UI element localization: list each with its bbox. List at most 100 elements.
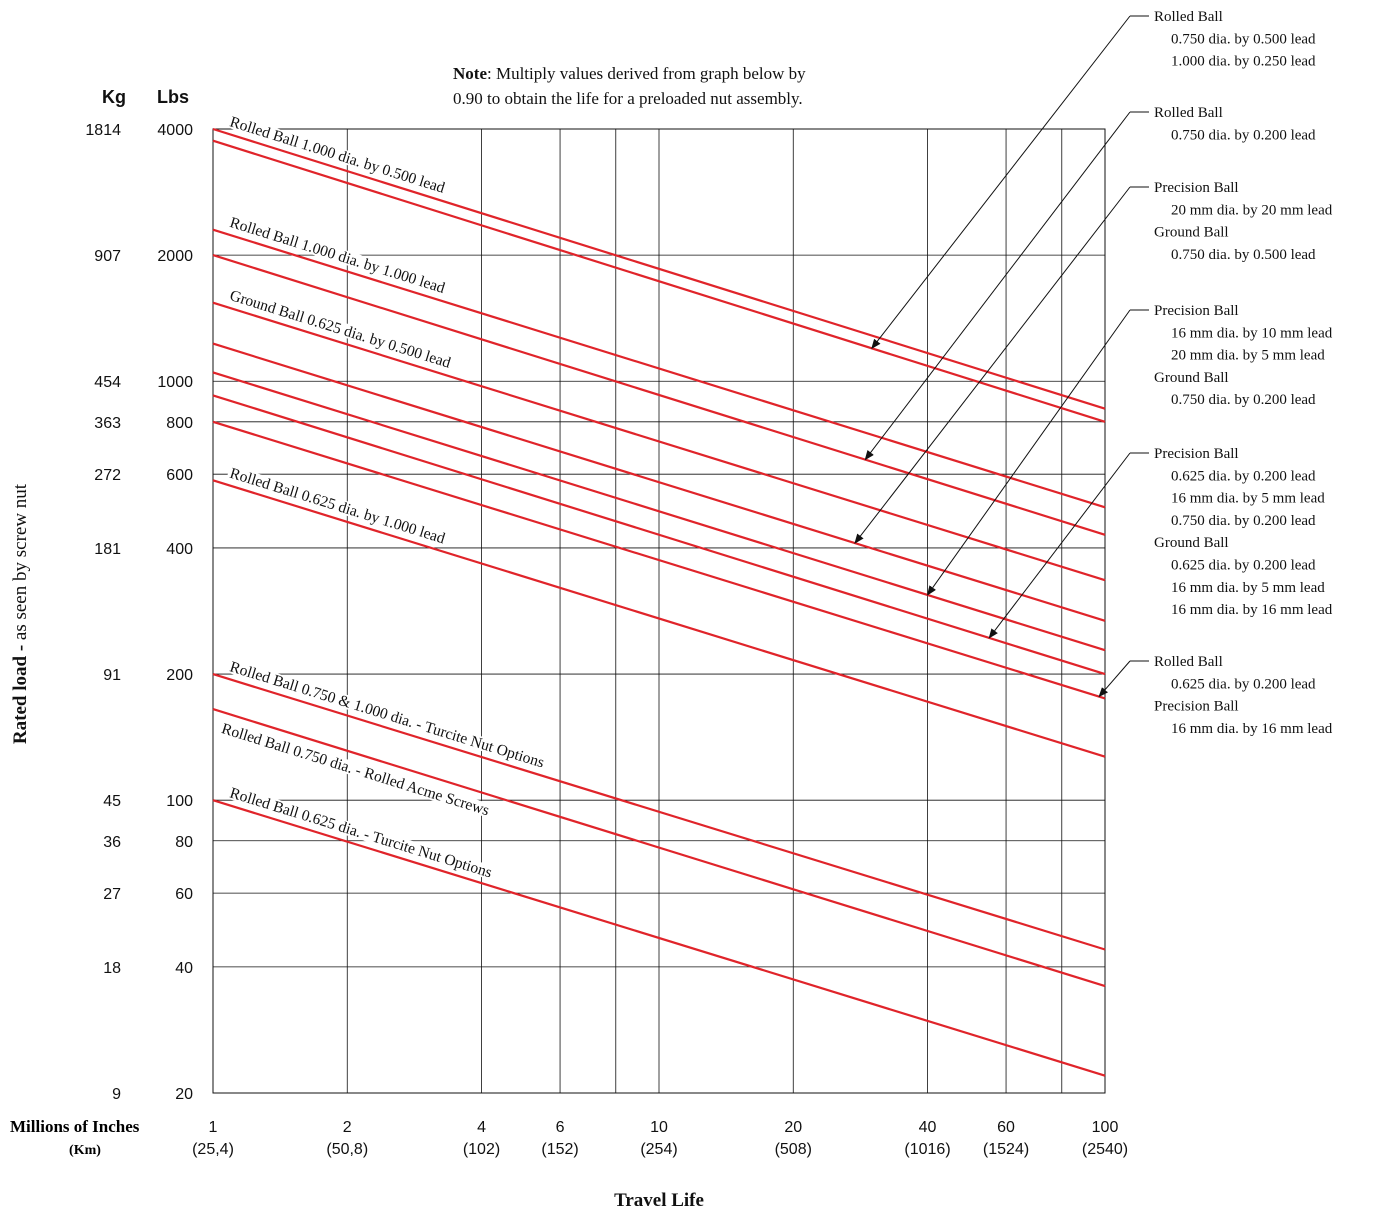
series-line-7 bbox=[212, 394, 1106, 676]
x-tick-label: 40 bbox=[919, 1119, 937, 1136]
x-tick-label-km: (254) bbox=[640, 1141, 677, 1158]
x-tick-label: 1 bbox=[209, 1119, 218, 1136]
tick-labels: 4000181420009071000454800363600272400181… bbox=[85, 122, 1128, 1158]
series-line-5 bbox=[212, 342, 1106, 622]
callouts: Rolled Ball 0.750 dia. by 0.500 lead 1.000… bbox=[854, 9, 1333, 737]
callout-4: Precision Ball 0.625 dia. by 0.200 lead 16… bbox=[988, 446, 1333, 639]
x-tick-label: 6 bbox=[556, 1119, 565, 1136]
x-tick-label: 10 bbox=[650, 1119, 668, 1136]
callout-heading: Rolled Ball bbox=[1154, 105, 1223, 121]
y-tick-label-lbs: 600 bbox=[166, 467, 193, 484]
callout-spec: 0.625 dia. by 0.200 lead bbox=[1171, 468, 1316, 484]
callout-spec: 16 mm dia. by 16 mm lead bbox=[1171, 721, 1333, 737]
y-tick-label-lbs: 100 bbox=[166, 793, 193, 810]
x-axis-title: Travel Life bbox=[614, 1190, 704, 1211]
callout-spec: 20 mm dia. by 20 mm lead bbox=[1171, 202, 1333, 218]
x-tick-label-km: (25,4) bbox=[192, 1141, 234, 1158]
y-tick-label-lbs: 200 bbox=[166, 667, 193, 684]
x-tick-label: 60 bbox=[997, 1119, 1015, 1136]
series-line-9 bbox=[212, 479, 1106, 758]
y-tick-label-kg: 91 bbox=[103, 667, 121, 684]
callout-spec: 16 mm dia. by 16 mm lead bbox=[1171, 602, 1333, 618]
callout-spec: 16 mm dia. by 5 mm lead bbox=[1171, 580, 1325, 596]
x-tick-label: 20 bbox=[784, 1119, 802, 1136]
x-tick-label-km: (1016) bbox=[904, 1141, 950, 1158]
line-label-backing bbox=[226, 784, 496, 881]
callout-spec: 0.750 dia. by 0.200 lead bbox=[1171, 127, 1316, 143]
y-tick-label-lbs: 4000 bbox=[157, 122, 193, 139]
callout-heading: Precision Ball bbox=[1154, 180, 1239, 196]
grid-lines bbox=[212, 128, 1106, 1094]
series-line-10 bbox=[212, 673, 1106, 951]
callout-arrow bbox=[864, 111, 1131, 461]
series-line-8 bbox=[212, 420, 1106, 700]
note-rest: : Multiply values derived from graph bel… bbox=[487, 64, 806, 83]
y-tick-label-kg: 1814 bbox=[85, 122, 121, 139]
line-label-backing bbox=[226, 214, 449, 296]
callout-spec: 16 mm dia. by 10 mm lead bbox=[1171, 325, 1333, 341]
line-label-backing bbox=[226, 113, 449, 196]
callout-arrow bbox=[926, 309, 1131, 596]
line-label-group: Rolled Ball 0.750 & 1.000 dia. - Turcite… bbox=[226, 658, 548, 772]
y-tick-label-lbs: 20 bbox=[175, 1086, 193, 1103]
line-label-backing bbox=[226, 658, 548, 771]
y-tick-label-kg: 9 bbox=[112, 1086, 121, 1103]
y-tick-label-kg: 363 bbox=[94, 415, 121, 432]
callout-heading: Rolled Ball bbox=[1154, 654, 1223, 670]
callout-0: Rolled Ball 0.750 dia. by 0.500 lead 1.000… bbox=[871, 9, 1316, 350]
x-tick-label-km: (2540) bbox=[1082, 1141, 1128, 1158]
series-line-2 bbox=[212, 228, 1106, 509]
y-tick-label-kg: 27 bbox=[103, 886, 121, 903]
callout-spec: 16 mm dia. by 5 mm lead bbox=[1171, 491, 1325, 507]
series-line-4 bbox=[212, 301, 1106, 582]
series-lines bbox=[212, 127, 1106, 1077]
line-label-backing bbox=[218, 720, 493, 818]
line-label: Rolled Ball 0.750 & 1.000 dia. - Turcite… bbox=[228, 658, 547, 771]
callout-heading: Ground Ball bbox=[1154, 225, 1229, 241]
x-unit2-title: (Km) bbox=[69, 1143, 101, 1158]
y-tick-label-lbs: 80 bbox=[175, 834, 193, 851]
x-unit-title: Millions of Inches bbox=[10, 1117, 140, 1136]
y-tick-label-kg: 454 bbox=[94, 374, 121, 391]
callout-arrow bbox=[871, 15, 1131, 350]
line-label-backing bbox=[226, 287, 455, 371]
x-tick-label-km: (152) bbox=[541, 1141, 578, 1158]
y-tick-label-lbs: 60 bbox=[175, 886, 193, 903]
x-tick-label-km: (102) bbox=[463, 1141, 500, 1158]
line-label-group: Rolled Ball 0.625 dia. by 1.000 lead bbox=[226, 465, 449, 548]
callout-5: Rolled Ball 0.625 dia. by 0.200 lead Preci… bbox=[1098, 654, 1333, 737]
y-unit-lbs: Lbs bbox=[157, 87, 189, 107]
y-axis-title-rest: as seen by screw nut bbox=[10, 483, 31, 645]
callout-spec: 0.750 dia. by 0.200 lead bbox=[1171, 513, 1316, 529]
x-tick-label-km: (508) bbox=[775, 1141, 812, 1158]
line-label: Rolled Ball 0.625 dia. by 1.000 lead bbox=[228, 465, 448, 548]
x-tick-label: 4 bbox=[477, 1119, 486, 1136]
callout-arrow bbox=[1098, 660, 1131, 698]
x-tick-label: 100 bbox=[1092, 1119, 1119, 1136]
callout-spec: 0.750 dia. by 0.500 lead bbox=[1171, 247, 1316, 263]
y-tick-label-kg: 181 bbox=[94, 541, 121, 558]
callout-spec: 0.750 dia. by 0.200 lead bbox=[1171, 392, 1316, 408]
y-tick-label-kg: 907 bbox=[94, 248, 121, 265]
callout-heading: Ground Ball bbox=[1154, 370, 1229, 386]
note-line-1: Note: Multiply values derived from graph… bbox=[453, 64, 806, 83]
y-tick-label-lbs: 800 bbox=[166, 415, 193, 432]
note-line-2: 0.90 to obtain the life for a preloaded … bbox=[453, 89, 803, 108]
y-axis-title: Rated load - as seen by screw nut bbox=[10, 483, 31, 744]
y-tick-label-kg: 272 bbox=[94, 467, 121, 484]
x-tick-label-km: (50,8) bbox=[326, 1141, 368, 1158]
y-tick-label-kg: 36 bbox=[103, 834, 121, 851]
y-tick-label-lbs: 400 bbox=[166, 541, 193, 558]
series-line-11 bbox=[212, 708, 1106, 988]
callout-1: Rolled Ball 0.750 dia. by 0.200 lead bbox=[864, 105, 1316, 461]
callout-heading: Precision Ball bbox=[1154, 303, 1239, 319]
y-tick-label-lbs: 1000 bbox=[157, 374, 193, 391]
line-label-group: Ground Ball 0.625 dia. by 0.500 lead bbox=[226, 287, 455, 372]
series-line-1 bbox=[212, 139, 1106, 423]
line-label-backing bbox=[226, 465, 449, 547]
line-label: Rolled Ball 1.000 dia. by 1.000 lead bbox=[228, 214, 447, 297]
callout-2: Precision Ball 20 mm dia. by 20 mm lead Gr… bbox=[854, 180, 1333, 544]
line-label-group: Rolled Ball 1.000 dia. by 1.000 lead bbox=[226, 214, 449, 297]
callout-spec: 20 mm dia. by 5 mm lead bbox=[1171, 348, 1325, 364]
callout-arrow bbox=[854, 186, 1131, 544]
